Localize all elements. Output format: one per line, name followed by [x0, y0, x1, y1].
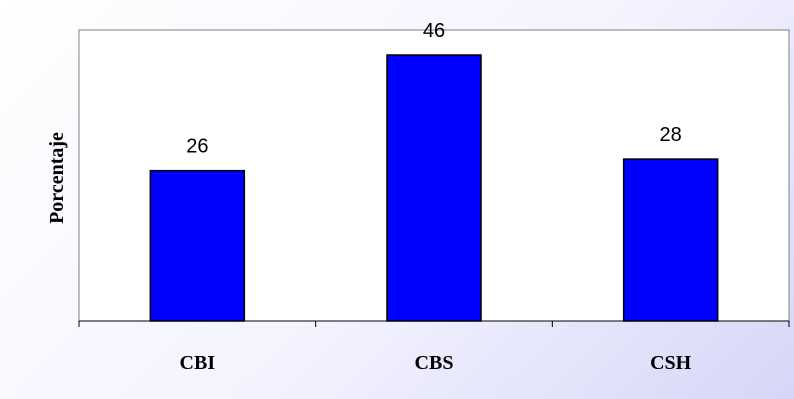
data-label-csh: 28	[660, 124, 682, 146]
x-tick-label-csh: CSH	[650, 352, 692, 374]
bar-cbs	[386, 54, 482, 322]
bar-cbi	[149, 169, 246, 322]
labels-layer: 26 CBI 46 CBS 28 CSH	[180, 20, 692, 374]
x-tick-label-cbi: CBI	[180, 352, 216, 374]
bars-layer	[149, 54, 719, 322]
y-axis-title: Porcentaje	[46, 132, 68, 224]
data-label-cbs: 46	[423, 20, 445, 42]
bar-csh	[622, 158, 719, 322]
ticks-layer	[78, 321, 790, 327]
data-label-cbi: 26	[186, 136, 208, 158]
x-tick-label-cbs: CBS	[415, 352, 454, 374]
